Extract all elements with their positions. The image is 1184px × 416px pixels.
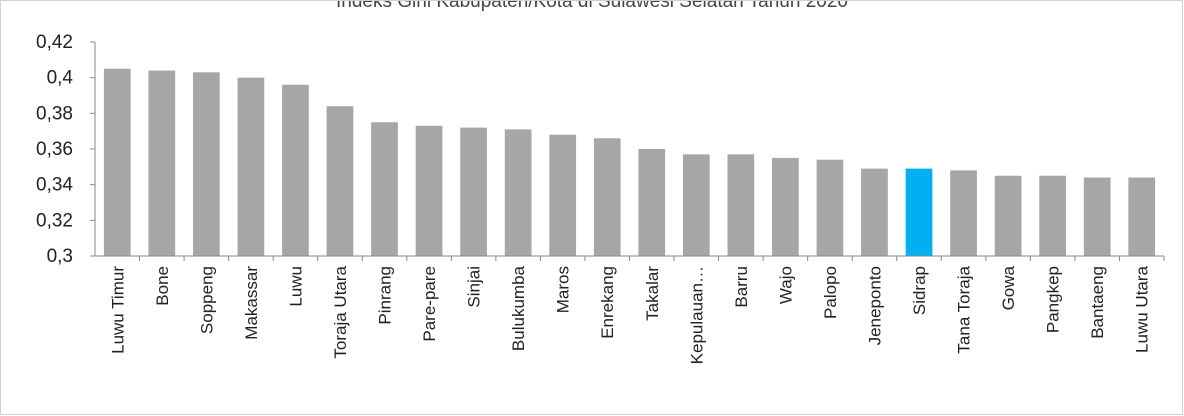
bars <box>103 68 1156 257</box>
bar-bantaeng <box>1083 177 1111 256</box>
bar-maros <box>549 134 577 256</box>
bar-pare-pare <box>415 125 443 256</box>
bar-luwu-timur <box>103 68 131 256</box>
bar-gowa <box>994 175 1022 256</box>
x-tick-label: Soppeng <box>197 266 216 334</box>
x-tick-label: Tana Toraja <box>955 265 974 353</box>
bar-wajo <box>772 157 799 256</box>
x-tick-label: Toraja Utara <box>331 265 350 358</box>
bar-sinjai <box>460 127 487 256</box>
bar-bulukumba <box>504 129 532 256</box>
x-tick-label: Pangkep <box>1044 266 1063 333</box>
x-axis-ticks: Luwu Timur Bone Soppeng Makassar Luwu Toraja … <box>108 256 1165 364</box>
chart-title: Indeks Gini Kabupaten/Kota di Sulawesi S… <box>336 0 848 12</box>
x-tick-label: Makassar <box>242 266 261 340</box>
y-axis-ticks: 0,3 0,32 0,34 0,36 0,38 0,4 0,42 <box>36 32 95 267</box>
y-tick-label: 0,34 <box>36 175 73 196</box>
bar-luwu-utara <box>1128 177 1156 256</box>
x-tick-label: Kepulauan… <box>687 266 706 364</box>
bar-makassar <box>237 77 265 257</box>
bar-kepulauan <box>682 154 710 256</box>
x-tick-label: Bulukumba <box>509 265 528 351</box>
bar-pangkep <box>1039 175 1067 256</box>
y-tick-label: 0,4 <box>47 68 74 89</box>
bar-sidrap <box>905 168 933 256</box>
bar-tana-toraja <box>950 170 977 256</box>
bar-jeneponto <box>861 168 888 256</box>
x-tick-label: Wajo <box>776 266 795 304</box>
bar-luwu <box>282 84 309 256</box>
x-tick-label: Pare-pare <box>420 266 439 342</box>
x-tick-label: Luwu <box>286 266 305 307</box>
x-tick-label: Barru <box>732 266 751 308</box>
bar-toraja-utara <box>326 106 354 256</box>
x-tick-label: Sidrap <box>910 266 929 315</box>
x-tick-label: Bone <box>153 266 172 306</box>
x-tick-label: Luwu Timur <box>108 266 127 354</box>
y-tick-label: 0,32 <box>36 210 73 231</box>
x-tick-label: Enrekang <box>598 266 617 339</box>
y-tick-label: 0,36 <box>36 139 73 160</box>
bar-barru <box>727 154 755 256</box>
x-tick-label: Gowa <box>999 265 1018 310</box>
x-tick-label: Takalar <box>643 266 662 321</box>
bar-palopo <box>816 159 844 256</box>
x-tick-label: Bantaeng <box>1088 266 1107 339</box>
bar-takalar <box>638 149 666 256</box>
bar-pinrang <box>371 122 398 256</box>
y-tick-label: 0,38 <box>36 103 73 124</box>
x-tick-label: Palopo <box>821 266 840 319</box>
y-tick-label: 0,3 <box>47 246 73 267</box>
x-tick-label: Jeneponto <box>865 266 884 345</box>
bar-soppeng <box>192 72 220 256</box>
x-tick-label: Pinrang <box>376 266 395 325</box>
x-tick-label: Maros <box>554 266 573 313</box>
x-tick-label: Sinjai <box>465 266 484 308</box>
x-tick-label: Luwu Utara <box>1133 265 1152 352</box>
bar-enrekang <box>593 138 621 256</box>
y-tick-label: 0,42 <box>36 32 73 53</box>
bar-bone <box>148 70 176 257</box>
